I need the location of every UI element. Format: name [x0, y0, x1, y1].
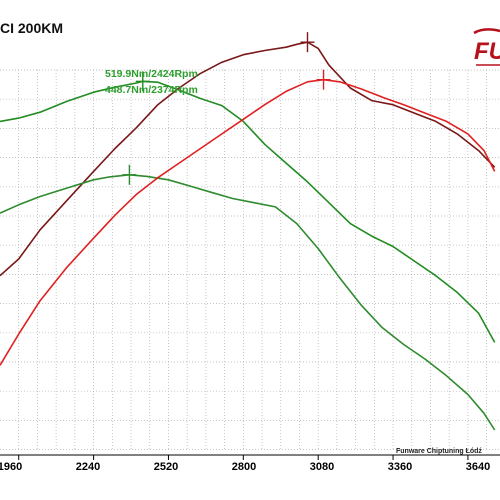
footer-brand: Funware Chiptuning Łódź	[396, 448, 482, 455]
x-tick-label: 3360	[387, 461, 413, 473]
x-tick-label: 2800	[231, 461, 257, 473]
marker-group	[122, 32, 331, 185]
x-tick-label: 2240	[75, 461, 101, 473]
annotation-stock: 448.7Nm/2374Rpm	[105, 84, 198, 96]
logo-text: FU	[474, 38, 500, 65]
series-line-power-tuned	[0, 80, 496, 343]
chart-title: CI 200KM	[0, 20, 64, 36]
x-tick-label: 3080	[309, 461, 335, 473]
series-line-power-stock	[0, 174, 496, 431]
brand-logo: FU	[473, 28, 500, 66]
series-line-torque-stock	[0, 78, 496, 366]
annotation-tuned: 519.9Nm/2424Rpm	[105, 68, 198, 80]
series-line-torque-tuned	[0, 41, 496, 277]
x-tick-label: 1960	[0, 461, 23, 473]
x-tick-label: 3640	[465, 461, 491, 473]
series-group	[0, 41, 496, 431]
x-tick-label: 2520	[153, 461, 179, 473]
